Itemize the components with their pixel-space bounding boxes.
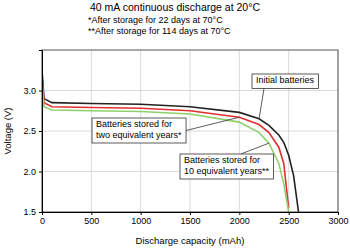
tick-label: 2.0 (23, 167, 36, 177)
callout-leader (241, 143, 269, 154)
tick-label: 500 (84, 216, 99, 226)
x-axis-title: Discharge capacity (mAh) (136, 235, 245, 246)
plot-frame (42, 50, 338, 212)
tick-mark (239, 212, 240, 215)
tick-label: 3000 (328, 216, 348, 226)
tick-label: 2000 (230, 216, 250, 226)
tick-mark (289, 212, 290, 215)
tick: 1.5 (23, 207, 42, 217)
tick-mark (39, 172, 42, 173)
plot-area (42, 70, 299, 212)
series-label: Batteries stored fortwo equivalent years… (96, 119, 182, 140)
callout-leader (259, 89, 264, 119)
tick-label: 0 (40, 216, 45, 226)
grid-line (42, 90, 338, 91)
callout-box (252, 74, 319, 89)
tick-mark (190, 212, 191, 215)
tick: 1500 (180, 212, 200, 226)
series-line (42, 70, 299, 212)
tick-label: 1.5 (23, 207, 36, 217)
grid-line (42, 131, 338, 132)
tick-mark (39, 91, 42, 92)
subtitle: **After storage for 114 days at 70°C (88, 26, 231, 36)
tick-label: 3.0 (23, 86, 36, 96)
tick: 2500 (279, 212, 299, 226)
x-axis: 0 500 1000 1500 2000 2500 3000 (40, 212, 349, 226)
tick: 1000 (131, 212, 151, 226)
series-line (42, 74, 289, 208)
tick: 3000 (328, 212, 348, 226)
axis-line (43, 213, 339, 216)
subtitle: *After storage for 22 days at 70°C (88, 15, 223, 25)
series-label: Initial batteries (256, 75, 315, 85)
grid (42, 50, 338, 212)
tick: 2.5 (23, 126, 42, 136)
series-label: Batteries stored for10 equivalent years*… (184, 155, 270, 176)
series-callout: Batteries stored fortwo equivalent years… (92, 117, 239, 143)
title: 40 mA continuous discharge at 20°C (90, 1, 260, 13)
tick-label: 2500 (279, 216, 299, 226)
tick: 2.0 (23, 167, 42, 177)
callout-box (180, 154, 274, 179)
tick-mark (91, 212, 92, 215)
tick-mark (338, 212, 339, 215)
tick-mark (39, 131, 42, 132)
series-line (42, 82, 289, 212)
tick: 500 (84, 212, 99, 226)
tick: 3.0 (23, 86, 42, 96)
tick-label: 1000 (131, 216, 151, 226)
tick-label: 1500 (180, 216, 200, 226)
callout-leader (186, 117, 239, 130)
y-axis-title: Voltage (V) (2, 108, 13, 155)
tick-mark (141, 212, 142, 215)
series-callout: Batteries stored for10 equivalent years*… (180, 143, 274, 179)
y-axis: 1.5 2.0 2.5 3.0 (23, 51, 42, 218)
tick-label: 2.5 (23, 126, 36, 136)
callout-box (92, 118, 186, 143)
series-callout: Initial batteries (252, 74, 319, 119)
chart: 40 mA continuous discharge at 20°C *After… (0, 0, 350, 250)
tick: 2000 (230, 212, 250, 226)
tick: 0 (40, 212, 45, 226)
tick-mark (39, 212, 42, 213)
axis-line (39, 51, 43, 213)
